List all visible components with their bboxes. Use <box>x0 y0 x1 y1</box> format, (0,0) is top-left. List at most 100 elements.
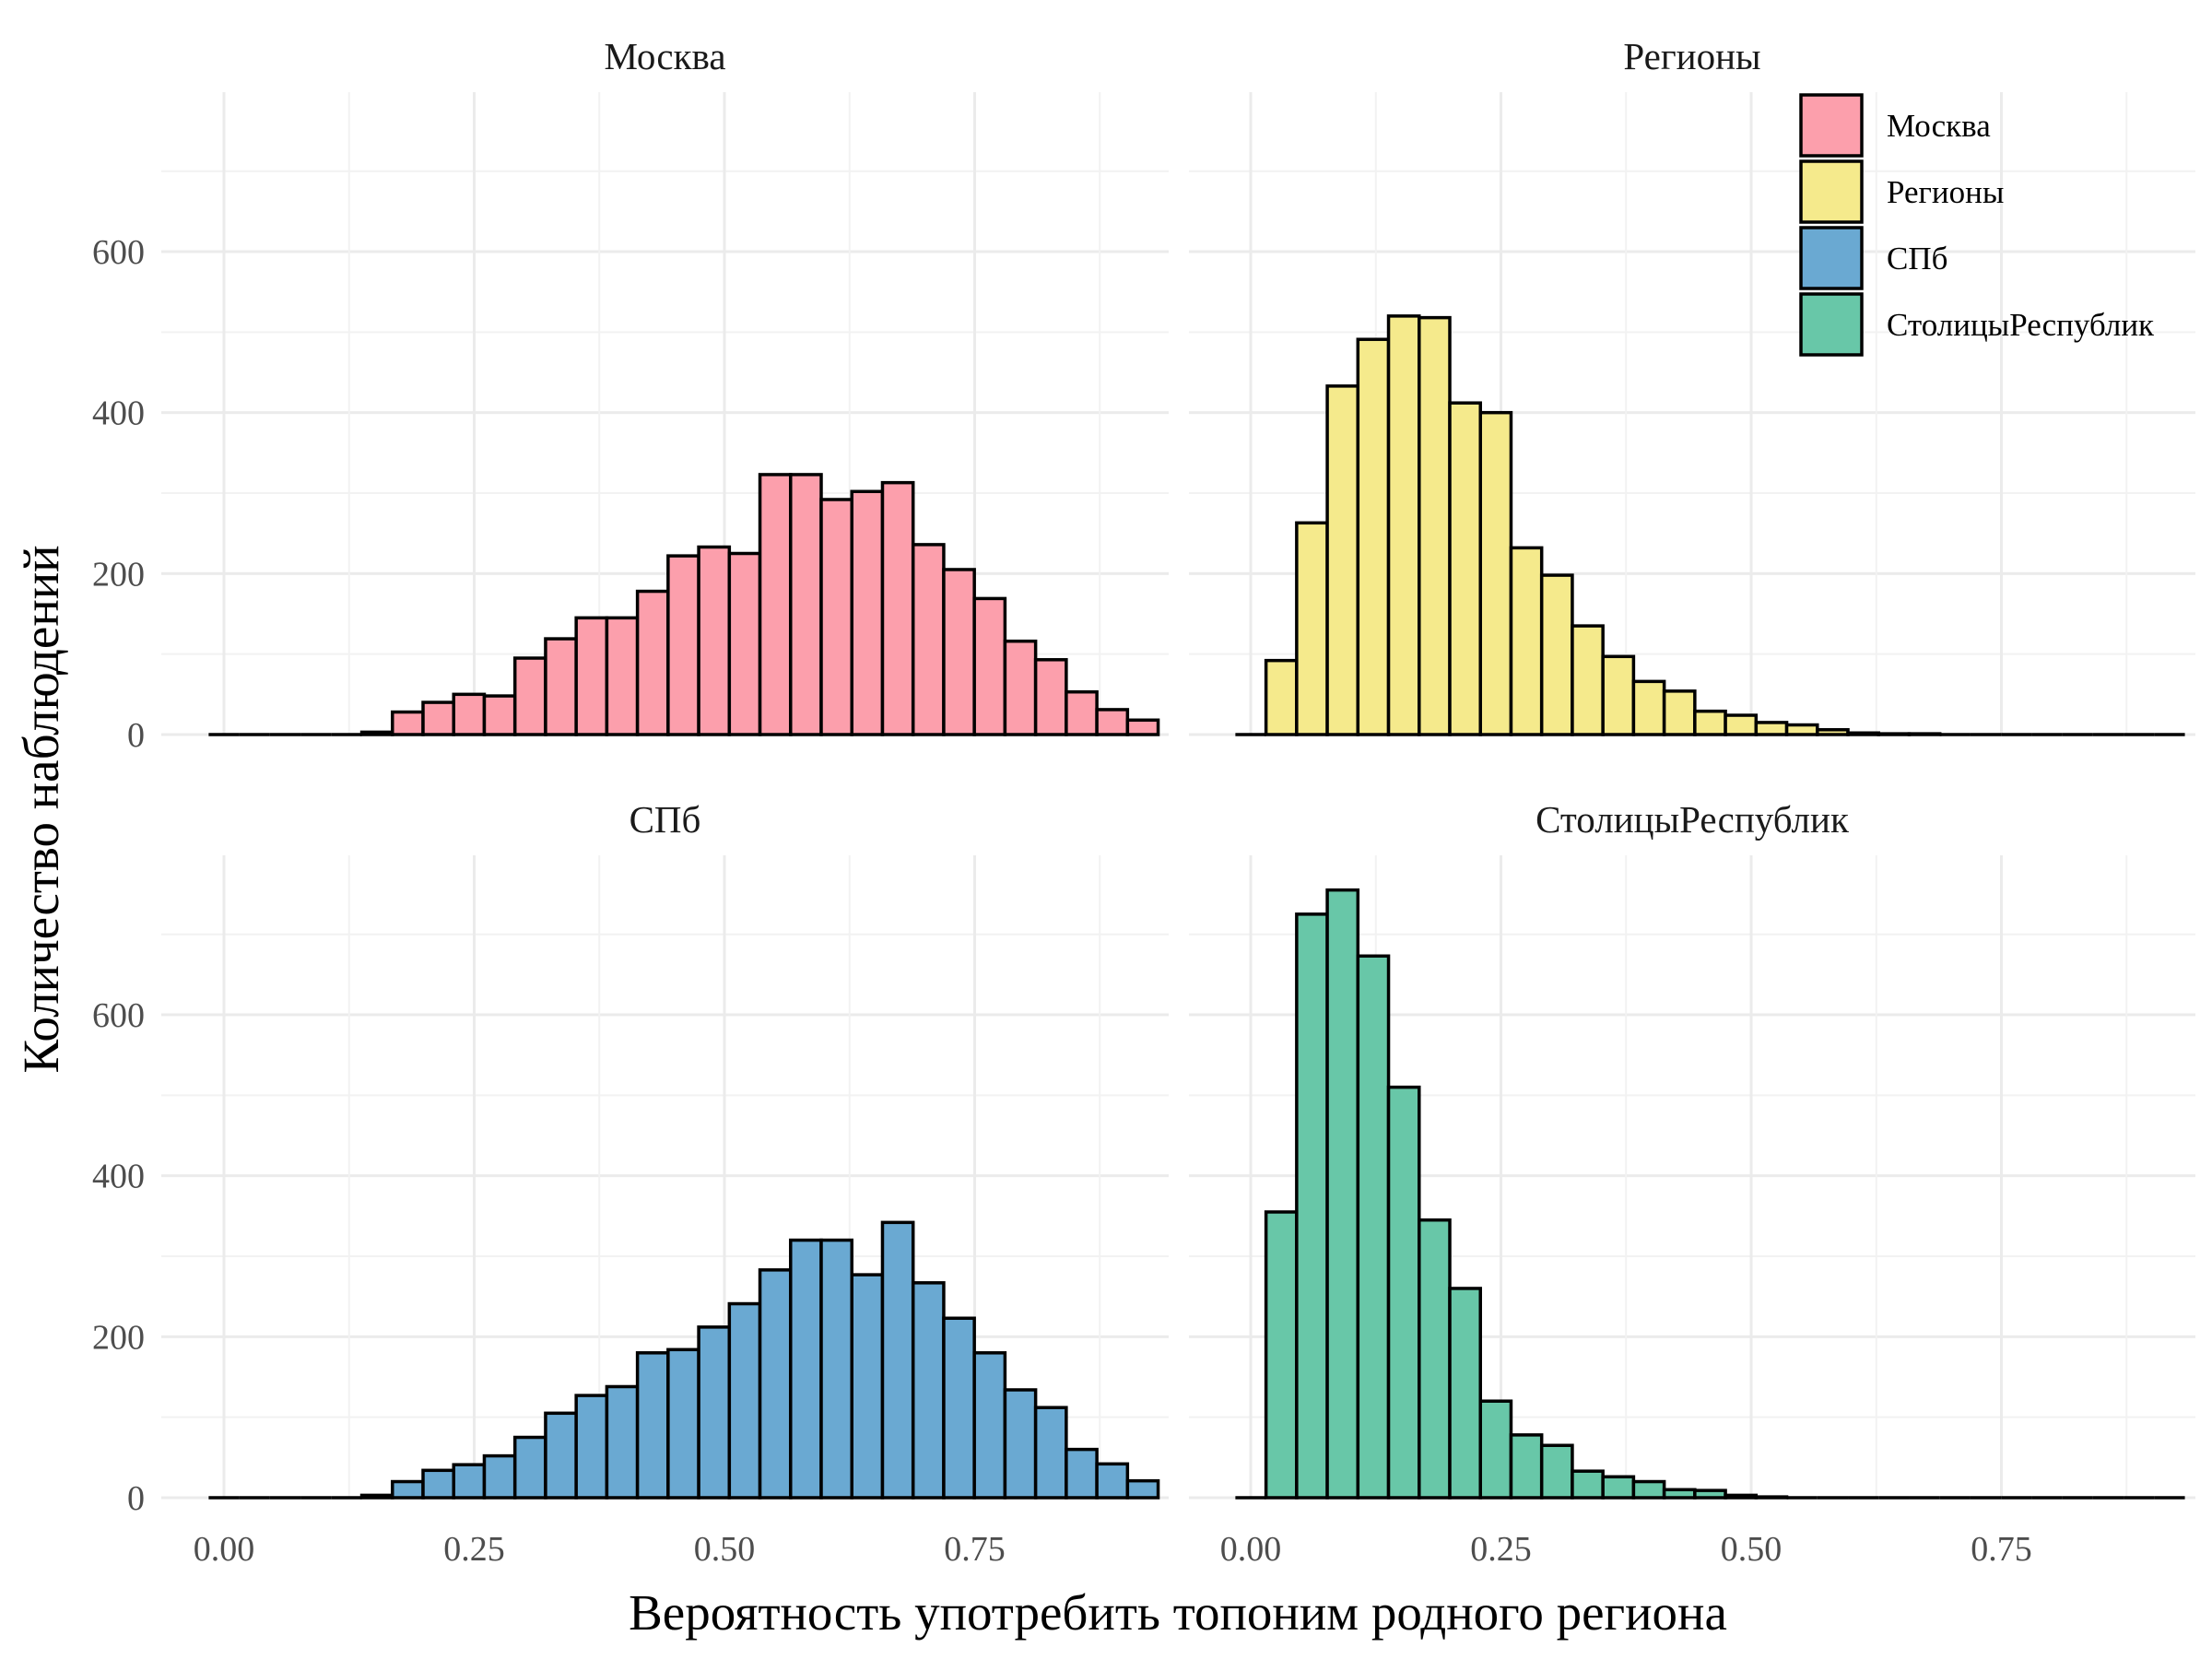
panel-3-bar <box>880 1220 915 1500</box>
panel-3-x-tick-label: 0.75 <box>944 1530 1006 1569</box>
panel-1-bar <box>972 596 1007 736</box>
panel-3-bar <box>391 1479 425 1500</box>
panel-2-bar <box>1571 624 1605 736</box>
panel-1-bar <box>1095 708 1130 736</box>
panel-4-x-tick-label: 0.50 <box>1721 1530 1783 1569</box>
panel-3-bar <box>359 1493 394 1500</box>
legend-key <box>1799 292 1864 357</box>
panel-3-bar <box>850 1273 885 1500</box>
panel-3-bar <box>1033 1406 1068 1500</box>
panel-3-bar <box>942 1316 976 1500</box>
panel-1-bar <box>819 498 853 736</box>
panel-1-bar <box>1033 658 1068 736</box>
panel-3-bar <box>605 1384 640 1500</box>
panel-2-bar <box>1846 731 1880 736</box>
panel-3-bar <box>574 1394 609 1500</box>
legend-label: СтолицыРеспублик <box>1887 307 2155 343</box>
panel-1-bar <box>359 730 394 736</box>
panel-1-bar <box>635 589 670 736</box>
panel-3-y-tick-label: 200 <box>92 1318 145 1357</box>
panel-2-bar <box>1418 315 1452 736</box>
panel-3-bar <box>544 1411 578 1500</box>
panel-4-bars <box>1235 888 2185 1500</box>
panel-2-bar <box>1754 721 1789 736</box>
legend-label: Москва <box>1887 108 1991 144</box>
panel-1-bar <box>727 551 762 736</box>
panel-1-strip-title: Москва <box>604 35 725 77</box>
panel-1-bars <box>208 473 1160 736</box>
panel-3-bar <box>819 1238 853 1500</box>
legend-label: Регионы <box>1887 174 2004 210</box>
panel-3-x-tick-label: 0.50 <box>694 1530 756 1569</box>
panel-2-bar <box>1448 401 1482 736</box>
panel-2-bar <box>1325 384 1360 736</box>
panel-4-x-tick-label: 0.25 <box>1470 1530 1532 1569</box>
panel-3-bar <box>1003 1388 1038 1500</box>
legend: Москва Регионы СПб СтолицыРеспублик <box>1799 93 2155 357</box>
panel-1-bar <box>666 554 700 736</box>
panel-4-x-tick-label: 0.75 <box>1971 1530 2032 1569</box>
panel-4-bar <box>1325 888 1360 1500</box>
panel-3-y-tick-label: 0 <box>127 1479 145 1518</box>
panel-1-bar <box>758 473 793 736</box>
panel-4-bar <box>1724 1493 1759 1500</box>
text-layer: Москва 0 200 400 600 Регионы СПб 0 200 400 600 0.00… <box>13 35 2032 1641</box>
panel-4-bar <box>1264 1210 1299 1500</box>
panel-3-bar <box>421 1468 455 1500</box>
panel-2-bar <box>1601 654 1636 736</box>
x-axis-title: Вероятность употребить топоним родного р… <box>629 1584 1727 1641</box>
panel-4-bar <box>1386 1085 1421 1500</box>
panel-3-bar <box>697 1325 732 1500</box>
panel-3-bar <box>666 1347 700 1500</box>
panel-3-bar <box>452 1463 487 1500</box>
legend-key <box>1799 226 1864 290</box>
panel-2-bar <box>1784 723 1819 736</box>
panel-3-bar <box>972 1351 1007 1500</box>
bars-layer <box>208 314 2185 1500</box>
panel-1-y-tick-label: 400 <box>92 394 145 433</box>
panel-4-x-tick-label: 0.00 <box>1220 1530 1282 1569</box>
panel-4-bar <box>1478 1399 1513 1500</box>
panel-4-bar <box>1539 1443 1574 1500</box>
panel-1-bar <box>574 616 609 736</box>
panel-2-bar <box>1724 713 1759 736</box>
panel-2-bar <box>1693 709 1727 736</box>
panel-2-bar <box>1816 728 1850 736</box>
legend-label: СПб <box>1887 241 1947 276</box>
panel-2-bar <box>1539 573 1574 736</box>
panel-1-y-tick-label: 600 <box>92 233 145 272</box>
panel-1-bar <box>911 543 946 736</box>
panel-1-bar <box>942 568 976 736</box>
panel-3-bar <box>512 1435 547 1500</box>
panel-4-bar <box>1754 1495 1789 1500</box>
panel-1-bar <box>544 637 578 736</box>
panel-4-bar <box>1601 1475 1636 1500</box>
panel-3-bar <box>727 1301 762 1500</box>
panel-2-bars <box>1235 314 2185 736</box>
panel-2-bar <box>1907 732 1942 736</box>
panel-4-bar <box>1356 954 1391 1500</box>
panel-1-bar <box>421 700 455 736</box>
panel-1-bar <box>850 489 885 736</box>
panel-1-bar <box>1065 689 1099 736</box>
panel-1-bar <box>391 710 425 736</box>
panel-4-bar <box>1571 1469 1605 1500</box>
panel-4-strip-title: СтолицыРеспублик <box>1535 798 1849 841</box>
panel-3-bars <box>208 1220 1160 1500</box>
panel-3-bar <box>758 1268 793 1500</box>
panel-3-bar <box>1125 1478 1160 1500</box>
panel-3-bar <box>911 1281 946 1500</box>
panel-1-bar <box>512 656 547 736</box>
panel-2-bar <box>1295 521 1329 736</box>
panel-1-bar <box>1125 718 1160 736</box>
legend-key <box>1799 93 1864 158</box>
panel-3-bar <box>482 1453 517 1500</box>
panel-1-y-tick-label: 0 <box>127 716 145 755</box>
panel-3-x-tick-label: 0.00 <box>194 1530 255 1569</box>
panel-3-bar <box>1065 1447 1099 1500</box>
panel-3-bar <box>1095 1462 1130 1500</box>
panel-4-bar <box>1448 1287 1482 1500</box>
panel-1-bar <box>452 692 487 736</box>
legend-key <box>1799 159 1864 224</box>
